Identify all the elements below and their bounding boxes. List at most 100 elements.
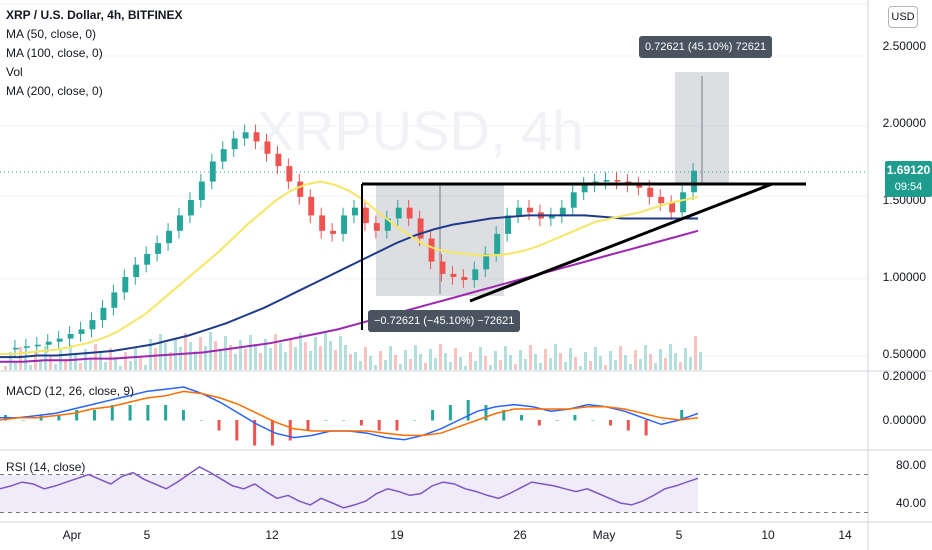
volume-bar — [624, 355, 627, 370]
macd-histogram-bar — [537, 420, 541, 426]
currency-badge[interactable]: USD — [888, 6, 918, 28]
volume-bar — [234, 354, 237, 370]
volume-bar — [414, 345, 417, 370]
legend: XRP / U.S. Dollar, 4h, BITFINEX MA (50, … — [6, 6, 182, 101]
ma100-label[interactable]: MA (100, close, 0) — [6, 46, 103, 60]
volume-bar — [99, 353, 102, 370]
ma200-line — [0, 229, 699, 363]
volume-bar — [164, 343, 167, 370]
volume-bar — [589, 361, 592, 370]
volume-bar — [324, 332, 327, 370]
macd-tick-label: 0.20000 — [883, 369, 927, 383]
candle-body — [111, 292, 118, 308]
macd-histogram-bar — [431, 410, 435, 421]
candle-body — [133, 264, 140, 277]
volume-bar — [54, 364, 57, 370]
volume-bar — [244, 349, 247, 370]
candle-body — [319, 215, 326, 231]
candle-body — [669, 203, 676, 213]
volume-bar — [189, 342, 192, 370]
volume-bar — [449, 362, 452, 370]
macd-histogram-bar — [324, 420, 328, 421]
volume-bar — [494, 351, 497, 370]
time-tick-label: Apr — [63, 528, 82, 542]
candle-body — [647, 187, 654, 197]
candle-body — [286, 166, 293, 182]
candle-body — [330, 230, 337, 234]
volume-bar — [489, 365, 492, 370]
volume-bar — [419, 354, 422, 370]
candle-body — [122, 277, 129, 293]
volume-bar — [524, 359, 527, 370]
bar-countdown: 09:54 — [894, 181, 923, 193]
candle-body — [428, 238, 435, 262]
volume-bar — [264, 339, 267, 370]
vol-label[interactable]: Vol — [6, 65, 23, 79]
macd-histogram-bar — [520, 415, 524, 421]
measure-up-label: 0.72621 (45.10%) 72621 — [639, 36, 773, 58]
volume-bar — [454, 348, 457, 370]
candle-body — [559, 207, 566, 216]
candle-body — [144, 253, 151, 265]
macd-histogram-bar — [466, 400, 470, 421]
candle-body — [12, 347, 19, 350]
candle-body — [198, 181, 205, 200]
volume-bar — [384, 360, 387, 370]
volume-bar — [464, 366, 467, 370]
volume-bar — [214, 341, 217, 370]
volume-bar — [379, 351, 382, 370]
volume-bar — [204, 346, 207, 370]
candle-body — [177, 215, 183, 231]
candle-body — [78, 329, 85, 334]
volume-bar — [369, 356, 372, 370]
price-tick-label: 0.50000 — [883, 347, 927, 361]
volume-bar — [69, 345, 72, 370]
volume-bar — [609, 351, 612, 370]
candle-body — [45, 341, 52, 345]
volume-bar — [19, 347, 22, 370]
macd-label[interactable]: MACD (12, 26, close, 9) — [6, 384, 135, 398]
volume-bar — [224, 336, 227, 370]
volume-bar — [294, 347, 297, 370]
symbol-title[interactable]: XRP / U.S. Dollar, 4h, BITFINEX — [6, 8, 183, 22]
volume-bar — [574, 357, 577, 370]
ma200-label[interactable]: MA (200, close, 0) — [6, 84, 103, 98]
time-tick-label: May — [593, 528, 616, 542]
volume-bar — [314, 337, 317, 370]
candle-body — [417, 218, 424, 239]
volume-bar — [169, 352, 172, 370]
candle-body — [231, 138, 238, 150]
volume-bar — [44, 346, 47, 370]
macd-histogram-bar — [146, 405, 150, 421]
volume-bar — [479, 347, 482, 370]
candle-body — [570, 192, 577, 208]
macd-histogram-bar — [164, 405, 168, 421]
volume-bar — [49, 355, 52, 370]
candle-body — [516, 207, 522, 216]
macd-histogram-bar — [448, 405, 452, 421]
candle-body — [275, 153, 282, 167]
macd-histogram-bar — [502, 410, 506, 421]
rsi-label[interactable]: RSI (14, close) — [6, 460, 86, 474]
volume-bar — [469, 352, 472, 370]
volume-bar — [394, 355, 397, 370]
volume-bar — [334, 350, 337, 370]
candle-body — [362, 207, 369, 224]
volume-bar — [299, 333, 302, 370]
volume-bar — [389, 346, 392, 370]
ma50-label[interactable]: MA (50, close, 0) — [6, 27, 97, 41]
volume-bar — [309, 351, 312, 370]
volume-bar — [339, 336, 342, 370]
candle-body — [680, 192, 687, 213]
volume-bar — [614, 360, 617, 370]
volume-bar — [274, 334, 277, 370]
macd-histogram-bar — [306, 420, 310, 431]
volume-bar — [64, 359, 67, 370]
volume-bar — [539, 363, 542, 370]
macd-histogram-bar — [235, 420, 239, 441]
volume-bar — [699, 352, 702, 370]
volume-bar — [409, 359, 412, 370]
volume-bar — [619, 346, 622, 370]
volume-bar — [269, 348, 272, 370]
